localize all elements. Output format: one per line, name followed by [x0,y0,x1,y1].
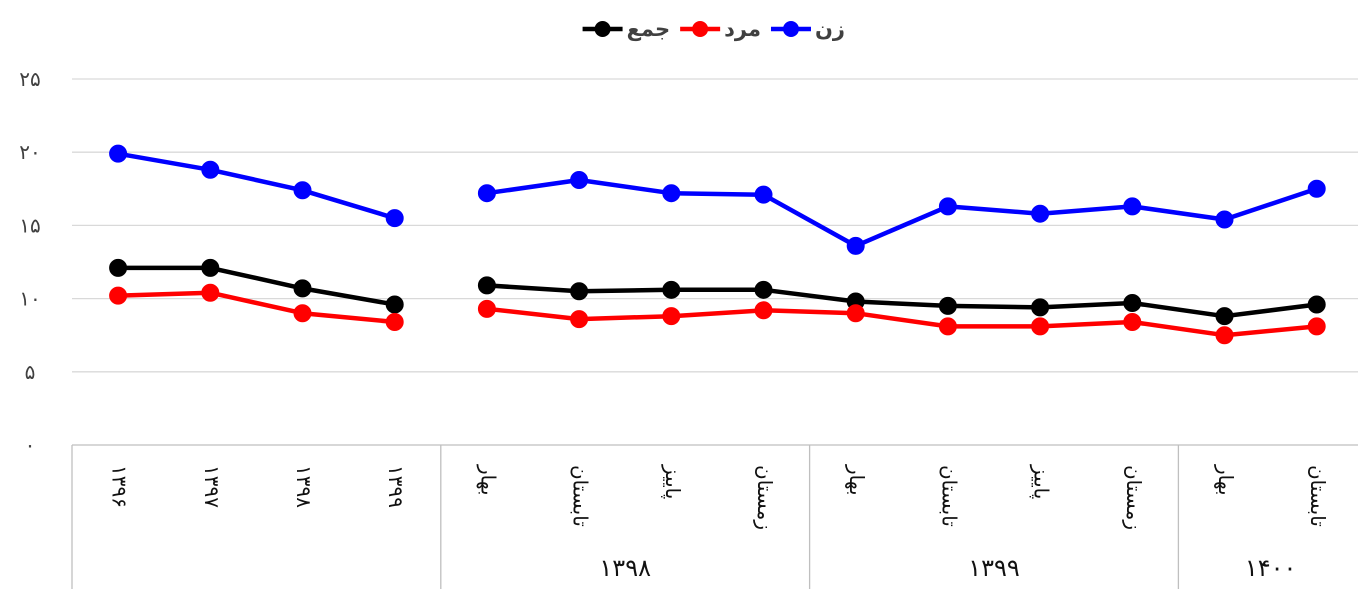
data-point [1307,317,1326,336]
data-point [754,301,773,320]
x-tick-label: ۱۳۹۶ [108,465,132,508]
legend-marker [594,21,611,37]
series-جمع [109,258,1326,326]
series-line [118,265,396,307]
data-point [477,299,496,318]
data-point [385,295,404,314]
y-tick-label: ۲۵ [19,67,40,91]
data-point [1031,298,1050,317]
data-point [938,317,957,336]
data-point [1307,295,1326,314]
legend-item: مرد [680,17,761,41]
data-point [1123,313,1142,332]
data-point [570,282,589,301]
x-group-label: ۱۳۹۹ [968,554,1020,582]
data-point [1215,210,1234,229]
legend-label: جمع [627,17,671,41]
data-point [846,304,865,323]
legend-label: مرد [724,17,761,41]
data-point [1123,197,1142,216]
data-point [1215,326,1234,345]
legend: زن مرد جمع [582,17,845,41]
data-point [1031,317,1050,336]
x-tick-label: ۱۳۹۷ [200,465,224,508]
data-point [846,236,865,255]
data-point [293,279,312,298]
series-زن [109,144,1326,255]
series-line [486,306,1317,338]
y-tick-label: ۱۵ [19,213,40,237]
data-point [1031,204,1050,223]
series-line [486,283,1317,319]
data-point [477,184,496,203]
data-point [293,181,312,200]
y-axis: ۰ ۵ ۱۰ ۱۵ ۲۰ ۲۵ [19,67,40,457]
x-tick-label: بهار [476,464,500,496]
data-point [293,304,312,323]
data-point [385,313,404,332]
data-point [570,310,589,329]
y-tick-label: ۰ [25,433,36,457]
data-point [385,209,404,228]
data-point [201,258,220,277]
x-tick-label: ۱۳۹۹ [384,465,408,508]
x-group-label: ۱۴۰۰ [1245,554,1297,582]
data-point [662,280,681,299]
y-tick-label: ۲۰ [19,140,40,164]
x-tick-label: تابستان [937,465,961,527]
y-tick-label: ۵ [25,360,36,384]
gridlines [72,78,1358,373]
data-point [201,160,220,179]
data-point [938,296,957,315]
x-tick-label: بهار [1214,464,1238,496]
x-tick-label: پاییز [660,464,685,499]
x-tick-label: تابستان [569,465,593,527]
series-line [117,151,396,221]
legend-marker [782,21,799,37]
data-point [570,171,589,190]
legend-label: زن [815,17,845,41]
legend-item: جمع [582,17,671,41]
y-tick-label: ۱۰ [19,287,40,311]
x-group-label: ۱۳۹۸ [599,554,651,582]
x-axis: ۱۳۹۶ ۱۳۹۷ ۱۳۹۸ ۱۳۹۹ بهار تابستان پاییز زمستان به… [71,444,1358,589]
series [109,144,1326,345]
data-point [662,184,681,203]
data-point [1307,179,1326,198]
data-point [754,280,773,299]
legend-marker [692,21,709,37]
data-point [109,144,128,163]
data-point [201,283,220,302]
x-tick-label: تابستان [1306,465,1330,527]
data-point [754,185,773,204]
data-point [938,197,957,216]
x-tick-label: زمستان [1122,465,1146,530]
data-point [477,276,496,295]
x-tick-label: زمستان [753,465,777,530]
x-tick-label: ۱۳۹۸ [292,465,316,508]
data-point [109,258,128,277]
legend-item: زن [770,17,845,41]
series-line [486,177,1318,249]
series-line [118,290,395,325]
data-point [1123,293,1142,312]
x-tick-label: بهار [845,464,869,496]
data-point [1215,307,1234,326]
series-مرد [109,283,1326,345]
data-point [109,286,128,305]
data-point [662,307,681,326]
x-tick-label: پاییز [1029,464,1054,499]
